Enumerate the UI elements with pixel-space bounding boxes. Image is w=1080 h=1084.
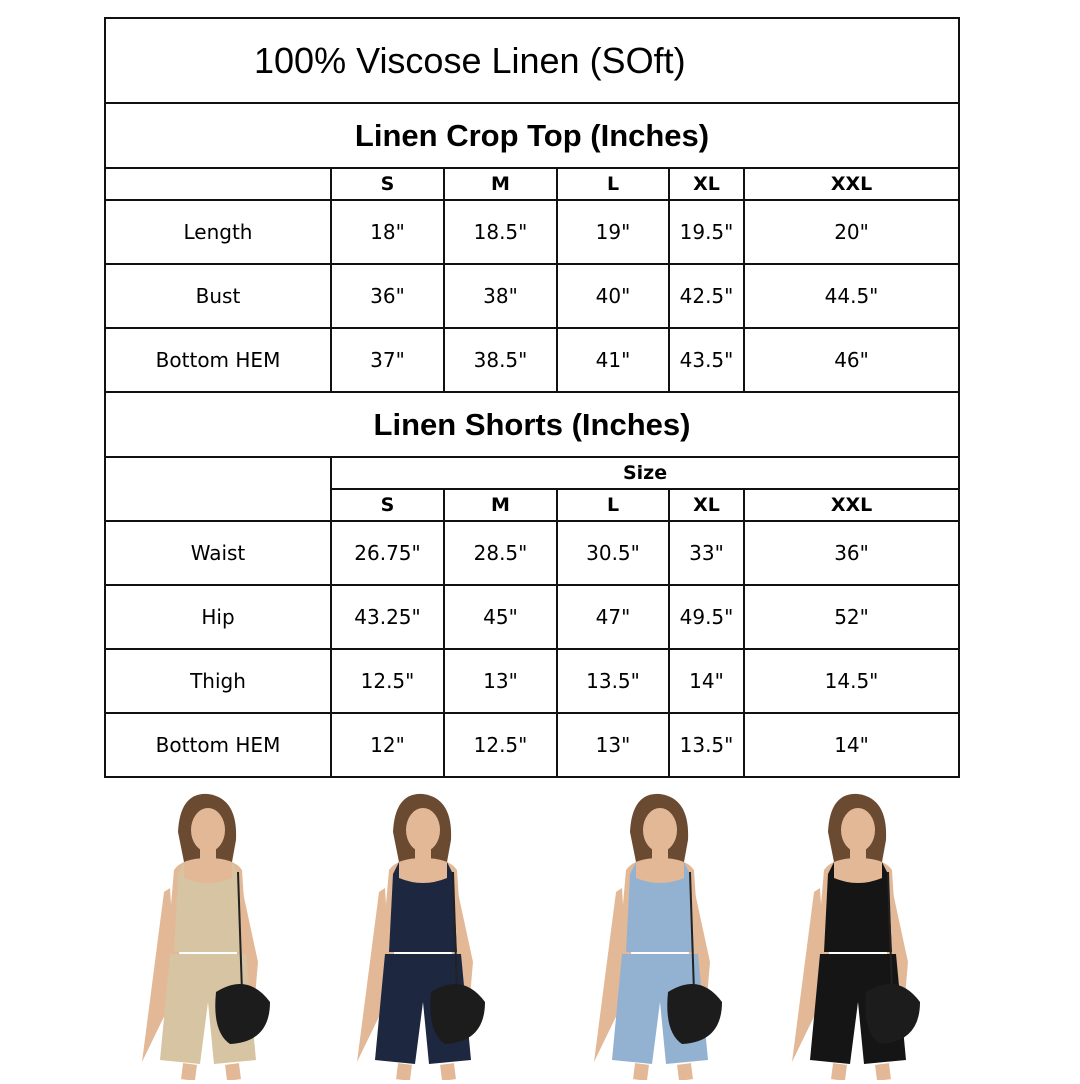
measurement-cell: 14" [668,648,745,714]
size-header-l: L [556,488,670,522]
measurement-cell: 40" [556,263,670,329]
empty-cell [104,456,332,522]
size-header-xl: XL [668,167,745,201]
measurement-cell: 38.5" [443,327,558,393]
measurement-cell: 38" [443,263,558,329]
model-photos [120,792,960,1081]
measurement-cell: 41" [556,327,670,393]
measurement-cell: 36" [742,520,961,586]
measurement-cell: 43.25" [330,584,445,650]
measurement-cell: 19.5" [668,199,745,265]
row-label: Thigh [104,648,332,714]
table-row: Bust 36" 38" 40" 42.5" 44.5" [104,263,961,329]
measurement-cell: 14.5" [742,648,961,714]
measurement-cell: 30.5" [556,520,670,586]
measurement-cell: 13.5" [556,648,670,714]
chart-title: 100% Viscose Linen (SOft) [103,17,961,104]
size-header-xl: XL [668,488,745,522]
size-label: Size [329,456,961,490]
table-row: Bottom HEM 37" 38.5" 41" 43.5" 46" [104,327,961,393]
model-photo-light-blue [572,792,742,1081]
table-row: Length 18" 18.5" 19" 19.5" 20" [104,199,961,265]
size-header-m: M [443,488,558,522]
row-label: Hip [104,584,332,650]
measurement-cell: 28.5" [443,520,558,586]
size-header-l: L [556,167,670,201]
measurement-cell: 33" [668,520,745,586]
size-label-row: Size [104,456,961,522]
measurement-cell: 13.5" [668,712,745,778]
measurement-cell: 45" [443,584,558,650]
measurement-cell: 37" [330,327,445,393]
measurement-cell: 47" [556,584,670,650]
size-header-row: S M L XL XXL [104,167,961,201]
table-row: Thigh 12.5" 13" 13.5" 14" 14.5" [104,648,961,714]
model-photo-khaki [120,792,290,1081]
measurement-cell: 12.5" [330,648,445,714]
measurement-cell: 13" [556,712,670,778]
measurement-cell: 44.5" [742,263,961,329]
section-heading-row: Linen Crop Top (Inches) [103,102,961,169]
size-header-m: M [443,167,558,201]
measurement-cell: 18" [330,199,445,265]
measurement-cell: 12.5" [443,712,558,778]
measurement-cell: 13" [443,648,558,714]
row-label: Waist [104,520,332,586]
measurement-cell: 18.5" [443,199,558,265]
shorts-heading: Linen Shorts (Inches) [103,391,961,458]
table-row: Bottom HEM 12" 12.5" 13" 13.5" 14" [104,712,961,778]
measurement-cell: 26.75" [330,520,445,586]
table-row: Hip 43.25" 45" 47" 49.5" 52" [104,584,961,650]
row-label: Bottom HEM [104,327,332,393]
row-label: Bottom HEM [104,712,332,778]
measurement-cell: 42.5" [668,263,745,329]
measurement-cell: 14" [742,712,961,778]
size-header-xxl: XXL [742,488,961,522]
measurement-cell: 49.5" [668,584,745,650]
empty-cell [104,167,332,201]
measurement-cell: 52" [742,584,961,650]
size-chart-table: 100% Viscose Linen (SOft) Linen Crop Top… [103,17,961,778]
measurement-cell: 46" [742,327,961,393]
measurement-cell: 19" [556,199,670,265]
model-photo-navy [335,792,505,1081]
model-photo-black [770,792,940,1081]
measurement-cell: 43.5" [668,327,745,393]
row-label: Length [104,199,332,265]
measurement-cell: 36" [330,263,445,329]
measurement-cell: 12" [330,712,445,778]
table-row: Waist 26.75" 28.5" 30.5" 33" 36" [104,520,961,586]
row-label: Bust [104,263,332,329]
measurement-cell: 20" [742,199,961,265]
size-header-s: S [330,488,445,522]
section-heading-row: Linen Shorts (Inches) [103,391,961,458]
size-header-row: S M L XL XXL [105,488,961,522]
crop-top-heading: Linen Crop Top (Inches) [103,102,961,169]
size-header-xxl: XXL [742,167,961,201]
size-header-s: S [330,167,445,201]
